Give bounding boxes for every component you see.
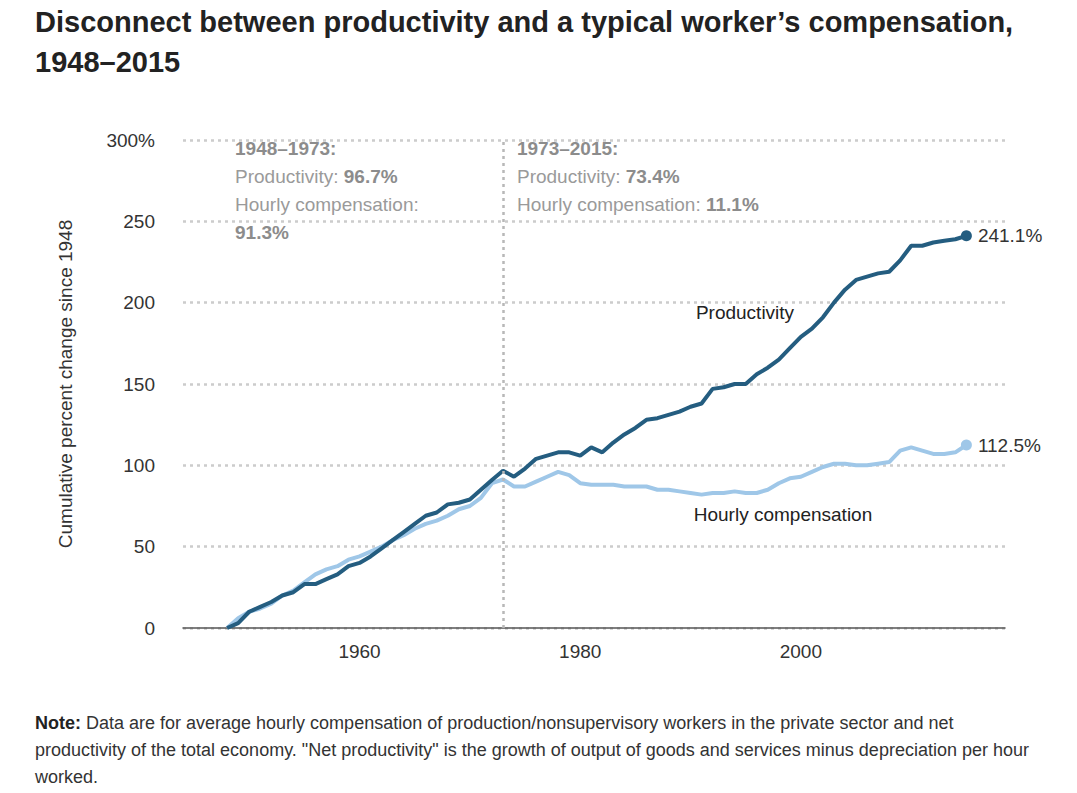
svg-text:compensation:: compensation: <box>290 194 419 215</box>
svg-text:Productivity:: Productivity: <box>235 166 338 187</box>
svg-text:and: and <box>489 6 549 38</box>
svg-text:the: the <box>457 740 487 760</box>
svg-text:net: net <box>923 713 953 733</box>
svg-text:compensation,: compensation, <box>800 6 1013 38</box>
svg-text:1980: 1980 <box>559 641 601 662</box>
svg-text:Productivity:: Productivity: <box>517 166 620 187</box>
svg-text:50: 50 <box>134 536 155 557</box>
svg-text:91.3%: 91.3% <box>235 222 289 243</box>
svg-text:150: 150 <box>123 374 155 395</box>
svg-text:minus: minus <box>801 740 854 760</box>
svg-text:private: private <box>775 713 834 733</box>
svg-text:productivity": productivity" <box>336 740 438 760</box>
svg-text:2000: 2000 <box>780 641 822 662</box>
svg-text:total: total <box>176 740 215 760</box>
svg-text:growth: growth <box>487 740 546 760</box>
svg-text:96.7%: 96.7% <box>338 166 397 187</box>
svg-text:are: are <box>124 713 155 733</box>
svg-text:workers: workers <box>658 713 726 733</box>
svg-text:250: 250 <box>123 211 155 232</box>
svg-text:worker’s: worker’s <box>673 6 800 38</box>
svg-text:sector: sector <box>834 713 888 733</box>
svg-text:in: in <box>726 713 745 733</box>
svg-text:112.5%: 112.5% <box>978 435 1041 456</box>
svg-text:hourly: hourly <box>251 713 305 733</box>
svg-text:1948–1973:: 1948–1973: <box>235 138 336 159</box>
svg-text:economy.: economy. <box>215 740 297 760</box>
svg-text:1960: 1960 <box>338 641 380 662</box>
svg-text:goods: goods <box>641 740 695 760</box>
svg-text:a: a <box>549 6 574 38</box>
svg-text:"Net: "Net <box>297 740 336 760</box>
svg-text:hour: hour <box>988 740 1029 760</box>
svg-text:is: is <box>439 740 457 760</box>
svg-text:the: the <box>745 713 775 733</box>
svg-text:Disconnect: Disconnect <box>35 6 192 38</box>
svg-text:production/nonsupervisory: production/nonsupervisory <box>442 713 658 733</box>
svg-text:worked.: worked. <box>34 767 98 787</box>
svg-text:the: the <box>146 740 176 760</box>
svg-text:200: 200 <box>123 292 155 313</box>
svg-text:100: 100 <box>123 455 155 476</box>
svg-text:for: for <box>155 713 181 733</box>
svg-text:Hourly compensation: Hourly compensation <box>694 504 872 525</box>
svg-text:300%: 300% <box>106 130 155 151</box>
svg-text:1948–2015: 1948–2015 <box>35 46 180 78</box>
svg-text:typical: typical <box>573 6 673 38</box>
svg-text:of: of <box>422 713 443 733</box>
svg-text:241.1%: 241.1% <box>978 225 1043 246</box>
svg-text:0: 0 <box>144 618 155 639</box>
svg-text:average: average <box>181 713 251 733</box>
svg-text:services: services <box>730 740 801 760</box>
svg-text:compensation: compensation <box>305 713 422 733</box>
svg-text:11.1%: 11.1% <box>701 194 759 215</box>
svg-text:productivity: productivity <box>35 740 126 760</box>
svg-text:of: of <box>546 740 567 760</box>
svg-text:of: of <box>621 740 642 760</box>
svg-text:and: and <box>695 740 730 760</box>
svg-text:and: and <box>888 713 923 733</box>
svg-text:output: output <box>566 740 621 760</box>
svg-text:Hourly: Hourly <box>517 194 572 215</box>
svg-text:Data: Data <box>81 713 125 733</box>
svg-text:between: between <box>191 6 315 38</box>
svg-text:Cumulative percent change sinc: Cumulative percent change since 1948 <box>55 220 76 548</box>
svg-text:per: per <box>957 740 988 760</box>
svg-text:Note:: Note: <box>35 713 81 733</box>
svg-text:Hourly: Hourly <box>235 194 290 215</box>
svg-text:of: of <box>126 740 147 760</box>
svg-text:Productivity: Productivity <box>696 302 795 323</box>
svg-text:depreciation: depreciation <box>854 740 957 760</box>
svg-text:productivity: productivity <box>315 6 489 38</box>
svg-text:compensation:: compensation: <box>572 194 701 215</box>
svg-text:1973–2015:: 1973–2015: <box>517 138 618 159</box>
svg-text:73.4%: 73.4% <box>620 166 679 187</box>
